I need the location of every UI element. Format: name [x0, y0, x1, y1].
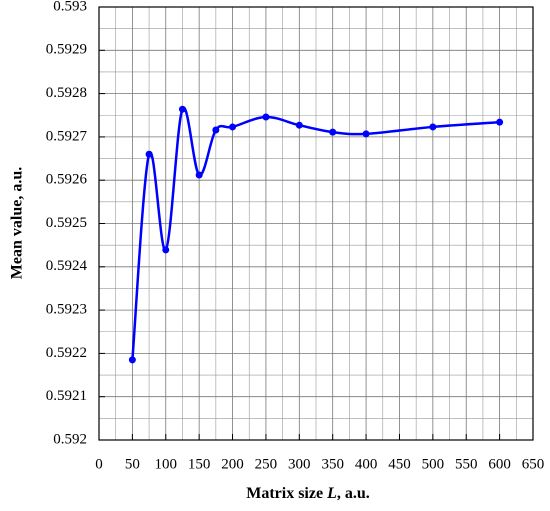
- y-tick-label: 0.5923: [46, 302, 87, 318]
- point: [178, 105, 186, 113]
- point: [145, 150, 153, 158]
- point: [229, 123, 237, 131]
- y-tick-label: 0.593: [53, 0, 87, 14]
- point: [262, 113, 270, 121]
- x-tick-label: 350: [321, 456, 344, 472]
- y-tick-label: 0.5929: [46, 42, 87, 58]
- y-tick-label: 0.5926: [46, 172, 88, 188]
- point: [429, 123, 437, 131]
- point: [295, 121, 303, 129]
- x-axis-title: Matrix size L, a.u.: [246, 485, 370, 502]
- point: [496, 118, 504, 126]
- y-tick-label: 0.5921: [46, 388, 87, 404]
- x-tick-label: 300: [288, 456, 311, 472]
- x-tick-label: 500: [422, 456, 445, 472]
- x-title-part: L: [326, 485, 337, 502]
- x-tick-label: 550: [455, 456, 478, 472]
- x-tick-label: 650: [522, 456, 545, 472]
- point: [329, 128, 337, 136]
- x-tick-label: 400: [355, 456, 378, 472]
- point: [362, 130, 370, 138]
- point: [212, 126, 220, 134]
- y-tick-label: 0.5927: [46, 128, 88, 144]
- y-tick-label: 0.5922: [46, 345, 87, 361]
- y-axis-title: Mean value, a.u.: [9, 167, 26, 279]
- x-tick-label: 200: [221, 456, 244, 472]
- point: [195, 171, 203, 179]
- point: [162, 246, 170, 254]
- x-tick-label: 450: [388, 456, 411, 472]
- x-tick-label: 250: [255, 456, 278, 472]
- x-title-part: , a.u.: [337, 485, 370, 502]
- point: [128, 356, 136, 364]
- y-tick-label: 0.592: [53, 431, 87, 447]
- x-tick-label: 50: [125, 456, 140, 472]
- plot-frame: [98, 6, 534, 441]
- x-tick-label: 100: [155, 456, 178, 472]
- y-tick-label: 0.5928: [46, 85, 87, 101]
- y-tick-label: 0.5925: [46, 215, 87, 231]
- x-tick-label: 600: [488, 456, 511, 472]
- y-tick-label: 0.5924: [46, 258, 88, 274]
- x-title-part: Matrix size: [246, 485, 327, 502]
- x-tick-label: 0: [95, 456, 103, 472]
- x-tick-label: 150: [188, 456, 211, 472]
